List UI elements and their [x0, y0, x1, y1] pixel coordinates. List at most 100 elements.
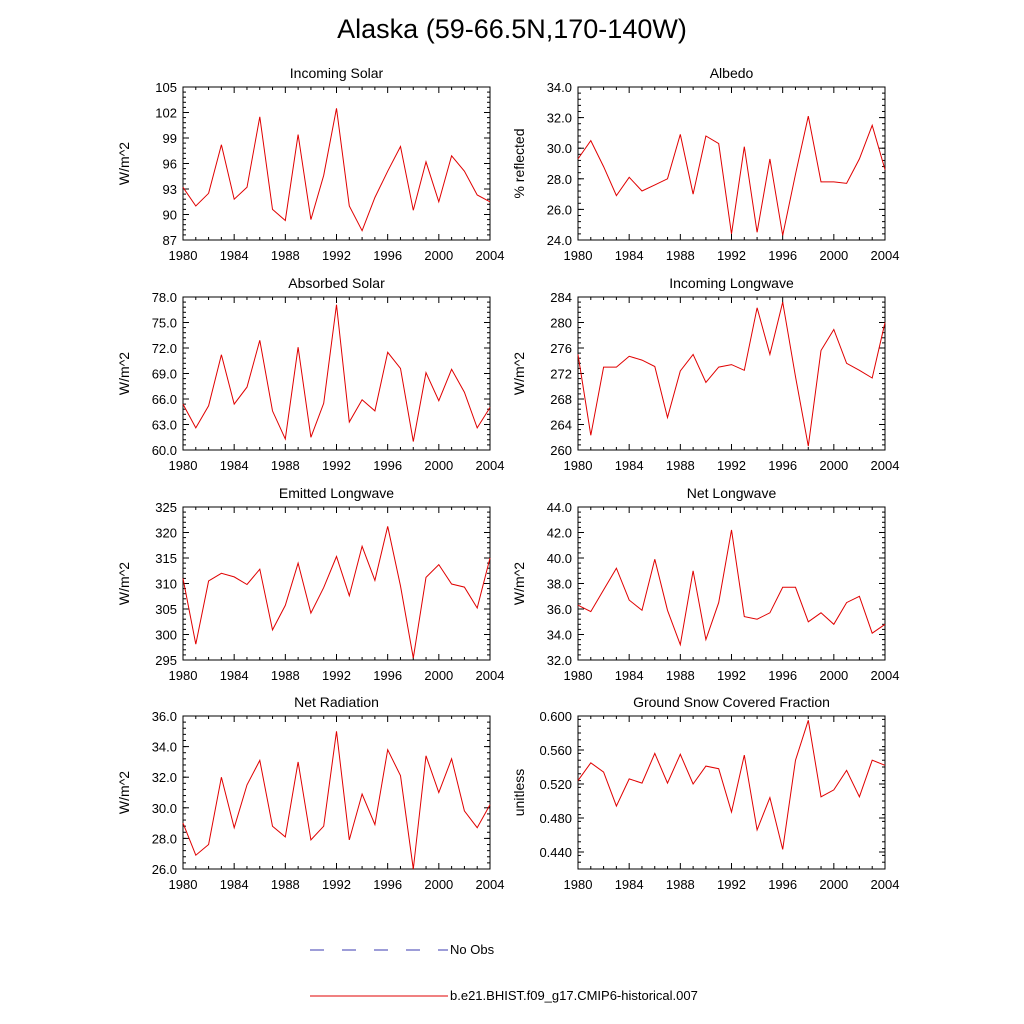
y-tick-label: 26.0 [152, 862, 177, 877]
y-axis-label: W/m^2 [511, 352, 527, 395]
x-tick-label: 2000 [819, 877, 848, 892]
plot-frame [577, 86, 886, 241]
x-tick-label: 1988 [666, 668, 695, 683]
y-tick-label: 284 [550, 290, 572, 305]
y-tick-label: 272 [550, 367, 572, 382]
series-line [182, 526, 491, 659]
y-tick-label: 32.0 [547, 653, 572, 668]
chart-panel-7: 1980 1984 1988 1992 1996 2000 2004 0.440 0.480 0.… [511, 694, 899, 892]
x-tick-label: 2000 [424, 668, 453, 683]
x-tick-label: 1984 [220, 248, 249, 263]
x-tick-label: 2004 [871, 458, 900, 473]
x-tick-label: 1992 [717, 248, 746, 263]
y-tick-label: 28.0 [547, 172, 572, 187]
y-tick-label: 0.480 [539, 811, 572, 826]
y-tick-label: 90 [163, 208, 177, 223]
y-tick-label: 93 [163, 182, 177, 197]
y-tick-label: 26.0 [547, 202, 572, 217]
chart-title: Absorbed Solar [288, 275, 385, 291]
plot-frame [577, 715, 886, 870]
chart-title: Albedo [710, 65, 754, 81]
y-tick-label: 260 [550, 443, 572, 458]
x-tick-label: 2004 [476, 248, 505, 263]
x-tick-label: 1980 [564, 458, 593, 473]
x-tick-label: 1992 [717, 458, 746, 473]
x-tick-label: 1988 [666, 248, 695, 263]
y-axis-label: W/m^2 [116, 771, 132, 814]
x-tick-label: 1980 [564, 248, 593, 263]
y-tick-label: 264 [550, 418, 572, 433]
y-tick-label: 32.0 [547, 111, 572, 126]
y-tick-label: 36.0 [547, 602, 572, 617]
x-tick-label: 1992 [322, 877, 351, 892]
y-axis-label: % reflected [511, 128, 527, 198]
y-tick-label: 75.0 [152, 316, 177, 331]
y-tick-label: 78.0 [152, 290, 177, 305]
chart-panel-2: 1980 1984 1988 1992 1996 2000 2004 60.0 63.0 66.0… [116, 275, 504, 473]
chart-title: Net Radiation [294, 694, 379, 710]
plot-frame [182, 296, 491, 451]
y-tick-label: 300 [155, 628, 177, 643]
y-tick-label: 0.440 [539, 845, 572, 860]
y-tick-label: 305 [155, 602, 177, 617]
x-tick-label: 1996 [768, 668, 797, 683]
x-tick-label: 1984 [220, 877, 249, 892]
x-tick-label: 1996 [373, 877, 402, 892]
y-tick-label: 36.0 [152, 709, 177, 724]
y-tick-label: 96 [163, 157, 177, 172]
y-tick-label: 315 [155, 551, 177, 566]
x-tick-label: 1996 [373, 248, 402, 263]
x-tick-label: 1988 [271, 668, 300, 683]
series-line [577, 529, 886, 647]
y-tick-label: 280 [550, 316, 572, 331]
y-tick-label: 268 [550, 392, 572, 407]
x-tick-label: 2000 [424, 877, 453, 892]
plot-frame [577, 296, 886, 451]
y-tick-label: 0.560 [539, 743, 572, 758]
series-line [577, 301, 886, 447]
x-tick-label: 2004 [871, 668, 900, 683]
x-tick-label: 2000 [424, 248, 453, 263]
y-tick-label: 44.0 [547, 500, 572, 515]
x-tick-label: 1996 [768, 877, 797, 892]
y-axis-label: W/m^2 [116, 142, 132, 185]
x-tick-label: 2004 [871, 248, 900, 263]
y-tick-label: 0.520 [539, 777, 572, 792]
x-tick-label: 2004 [476, 668, 505, 683]
x-tick-label: 1988 [271, 248, 300, 263]
x-tick-label: 1984 [220, 458, 249, 473]
y-tick-label: 310 [155, 577, 177, 592]
x-tick-label: 1992 [322, 248, 351, 263]
x-tick-label: 1984 [615, 248, 644, 263]
x-tick-label: 2000 [424, 458, 453, 473]
chart-panel-4: 1980 1984 1988 1992 1996 2000 2004 295 300 305 310… [116, 485, 504, 683]
x-tick-label: 2004 [871, 877, 900, 892]
y-tick-label: 34.0 [547, 628, 572, 643]
x-tick-label: 1992 [322, 458, 351, 473]
x-tick-label: 2000 [819, 248, 848, 263]
y-axis-label: unitless [511, 769, 527, 816]
y-tick-label: 34.0 [547, 80, 572, 95]
chart-panel-3: 1980 1984 1988 1992 1996 2000 2004 260 264 268 272… [511, 275, 899, 473]
x-tick-label: 1984 [615, 877, 644, 892]
chart-panel-5: 1980 1984 1988 1992 1996 2000 2004 32.0 34.0 36.0… [511, 485, 899, 683]
y-tick-label: 66.0 [152, 392, 177, 407]
x-tick-label: 1992 [322, 668, 351, 683]
y-tick-label: 72.0 [152, 341, 177, 356]
y-tick-label: 38.0 [547, 577, 572, 592]
chart-title: Emitted Longwave [279, 485, 394, 501]
x-tick-label: 1980 [564, 877, 593, 892]
x-tick-label: 1992 [717, 877, 746, 892]
y-tick-label: 42.0 [547, 526, 572, 541]
x-tick-label: 1996 [373, 458, 402, 473]
y-axis-label: W/m^2 [511, 562, 527, 605]
series-line [182, 731, 491, 870]
x-tick-label: 2000 [819, 668, 848, 683]
series-line [577, 115, 886, 236]
chart-title: Incoming Longwave [669, 275, 794, 291]
y-tick-label: 40.0 [547, 551, 572, 566]
y-axis-label: W/m^2 [116, 352, 132, 395]
x-tick-label: 2000 [819, 458, 848, 473]
legend-model-line [310, 995, 448, 997]
